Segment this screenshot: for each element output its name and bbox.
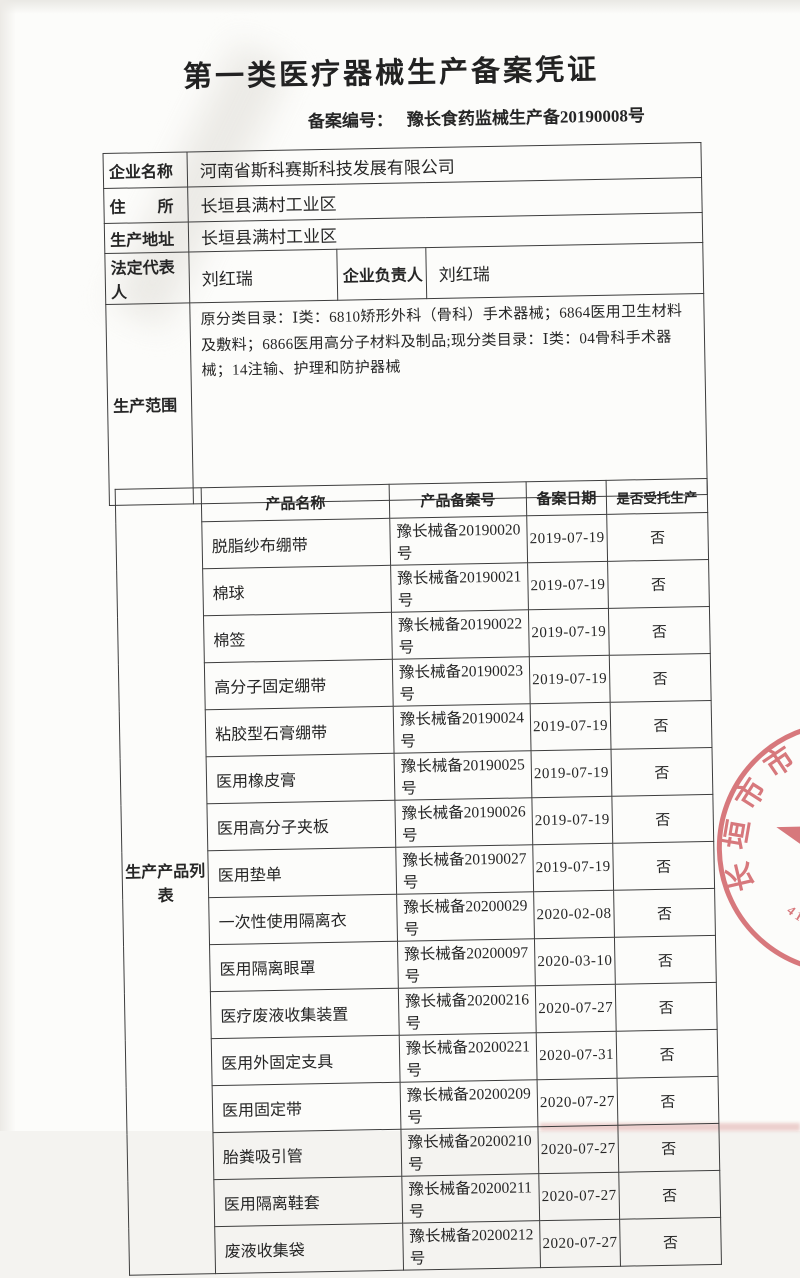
product-name-cell: 胎粪吸引管 (212, 1129, 402, 1180)
certificate-document: 第一类医疗器械生产备案凭证 备案编号： 豫长食药监械生产备20190008号 企业… (102, 53, 800, 1276)
filing-date-cell: 2019-07-19 (530, 702, 612, 751)
enterprise-manager-value: 刘红瑞 (425, 242, 704, 299)
company-name-label: 企业名称 (103, 151, 188, 189)
product-name-cell: 一次性使用隔离衣 (208, 894, 398, 945)
seal-outer-ring (716, 721, 800, 975)
product-list-side-label: 生产产品列表 (115, 487, 216, 1276)
product-filing-no-cell: 豫长械备20190024号 (393, 703, 532, 754)
filing-date-cell: 2019-07-19 (531, 749, 612, 798)
next-page-pink-edge (540, 1123, 800, 1131)
product-name-cell: 棉签 (203, 612, 393, 663)
production-scope-value: 原分类目录：Ⅰ类：6810矫形外科（骨科）手术器械；6864医用卫生材料及敷料；… (189, 293, 708, 504)
filing-date-cell: 2020-03-10 (534, 937, 616, 986)
product-name-cell: 医用高分子夹板 (206, 800, 396, 851)
product-filing-no-cell: 豫长械备20190023号 (392, 656, 531, 707)
product-name-cell: 脱脂纱布绷带 (201, 518, 391, 569)
filing-date-cell: 2020-07-27 (537, 1125, 619, 1174)
product-name-cell: 高分子固定绷带 (204, 659, 394, 710)
product-name-cell: 医用隔离眼罩 (209, 941, 399, 992)
filing-number-label: 备案编号： (307, 110, 394, 132)
product-filing-no-cell: 豫长械备20200216号 (398, 985, 537, 1036)
entrusted-production-cell: 否 (607, 559, 710, 609)
official-red-seal: 长垣市市场监督 410723 (716, 721, 800, 975)
company-info-table: 企业名称 河南省斯科赛斯科技发展有限公司 住 所 长垣县满村工业区 生产地址 长… (102, 142, 708, 506)
product-filing-no-cell: 豫长械备20190025号 (394, 750, 532, 801)
product-name-cell: 棉球 (202, 565, 392, 616)
enterprise-manager-label: 企业负责人 (336, 247, 427, 301)
info-row-production-scope: 生产范围 原分类目录：Ⅰ类：6810矫形外科（骨科）手术器械；6864医用卫生材… (105, 293, 708, 506)
residence-label: 住 所 (103, 186, 189, 224)
filing-date-cell: 2020-07-27 (539, 1219, 621, 1268)
product-table-body: 生产产品列表 产品名称 产品备案号 备案日期 是否受托生产 脱脂纱布绷带 豫长械备… (115, 478, 722, 1276)
product-name-cell: 医用垫单 (207, 847, 397, 898)
product-filing-no-cell: 豫长械备20200097号 (397, 938, 536, 989)
filing-date-cell: 2019-07-19 (532, 843, 614, 892)
entrusted-production-cell: 否 (619, 1217, 722, 1267)
filing-number-value: 豫长食药监械生产备20190008号 (406, 106, 646, 130)
product-filing-no-cell: 豫长械备20190026号 (394, 797, 533, 848)
header-entrusted-production: 是否受托生产 (606, 478, 708, 515)
svg-text:长垣市市场监督: 长垣市市场监督 (717, 721, 800, 895)
filing-date-cell: 2020-07-27 (537, 1078, 618, 1127)
seal-star-icon (776, 777, 800, 905)
product-name-cell: 废液收集袋 (214, 1223, 404, 1274)
filing-date-cell: 2019-07-19 (528, 608, 610, 657)
svg-text:410723: 410723 (784, 902, 800, 938)
legal-representative-label: 法定代表人 (104, 251, 190, 305)
product-filing-no-cell: 豫长械备20200211号 (401, 1173, 540, 1224)
header-product-filing-no: 产品备案号 (389, 481, 527, 519)
seal-serial-number: 410723 (784, 902, 800, 938)
product-name-cell: 医疗废液收集装置 (210, 988, 400, 1039)
product-list-table: 生产产品列表 产品名称 产品备案号 备案日期 是否受托生产 脱脂纱布绷带 豫长械备… (115, 478, 722, 1276)
entrusted-production-cell: 否 (608, 606, 711, 656)
product-filing-no-cell: 豫长械备20200212号 (402, 1220, 541, 1271)
filing-date-cell: 2019-07-19 (531, 796, 613, 845)
filing-date-cell: 2020-02-08 (533, 890, 615, 939)
filing-date-cell: 2019-07-19 (529, 655, 611, 704)
production-address-label: 生产地址 (104, 221, 189, 254)
header-filing-date: 备案日期 (526, 480, 607, 516)
filing-date-cell: 2020-07-31 (536, 1031, 618, 1080)
filing-date-cell: 2020-07-27 (538, 1172, 620, 1221)
product-name-cell: 粘胶型石膏绷带 (205, 706, 395, 757)
product-filing-no-cell: 豫长械备20200221号 (399, 1032, 538, 1083)
product-filing-no-cell: 豫长械备20190021号 (390, 562, 529, 613)
product-name-cell: 医用隔离鞋套 (213, 1176, 403, 1227)
entrusted-production-cell: 否 (606, 512, 709, 562)
entrusted-production-cell: 否 (616, 1029, 719, 1079)
filing-number-line: 备案编号： 豫长食药监械生产备20190008号 (308, 101, 645, 132)
product-row: 废液收集袋 豫长械备20200212号 2020-07-27 否 (129, 1217, 722, 1275)
entrusted-production-cell: 否 (617, 1076, 719, 1126)
scan-edge-top (0, 0, 800, 14)
product-filing-no-cell: 豫长械备20190027号 (395, 844, 534, 895)
production-scope-label: 生产范围 (105, 302, 194, 506)
product-filing-no-cell: 豫长械备20190020号 (389, 515, 528, 566)
product-name-cell: 医用固定带 (212, 1082, 401, 1133)
product-filing-no-cell: 豫长械备20200210号 (400, 1126, 539, 1177)
product-filing-no-cell: 豫长械备20200209号 (400, 1079, 538, 1130)
filing-date-cell: 2019-07-19 (527, 561, 609, 610)
header-product-name: 产品名称 (201, 484, 390, 522)
product-filing-no-cell: 豫长械备20190022号 (391, 609, 530, 660)
filing-date-cell: 2019-07-19 (526, 514, 608, 563)
seal-authority-text: 长垣市市场监督 (717, 721, 800, 895)
scan-edge-left (0, 0, 16, 1131)
legal-representative-value: 刘红瑞 (188, 249, 338, 303)
product-filing-no-cell: 豫长械备20200029号 (396, 891, 535, 942)
product-name-cell: 医用橡皮膏 (206, 753, 395, 804)
entrusted-production-cell: 否 (618, 1170, 721, 1220)
scanned-paper (0, 0, 800, 1131)
filing-date-cell: 2020-07-27 (535, 984, 617, 1033)
product-name-cell: 医用外固定支具 (211, 1035, 401, 1086)
certificate-title: 第一类医疗器械生产备案凭证 (182, 53, 600, 94)
